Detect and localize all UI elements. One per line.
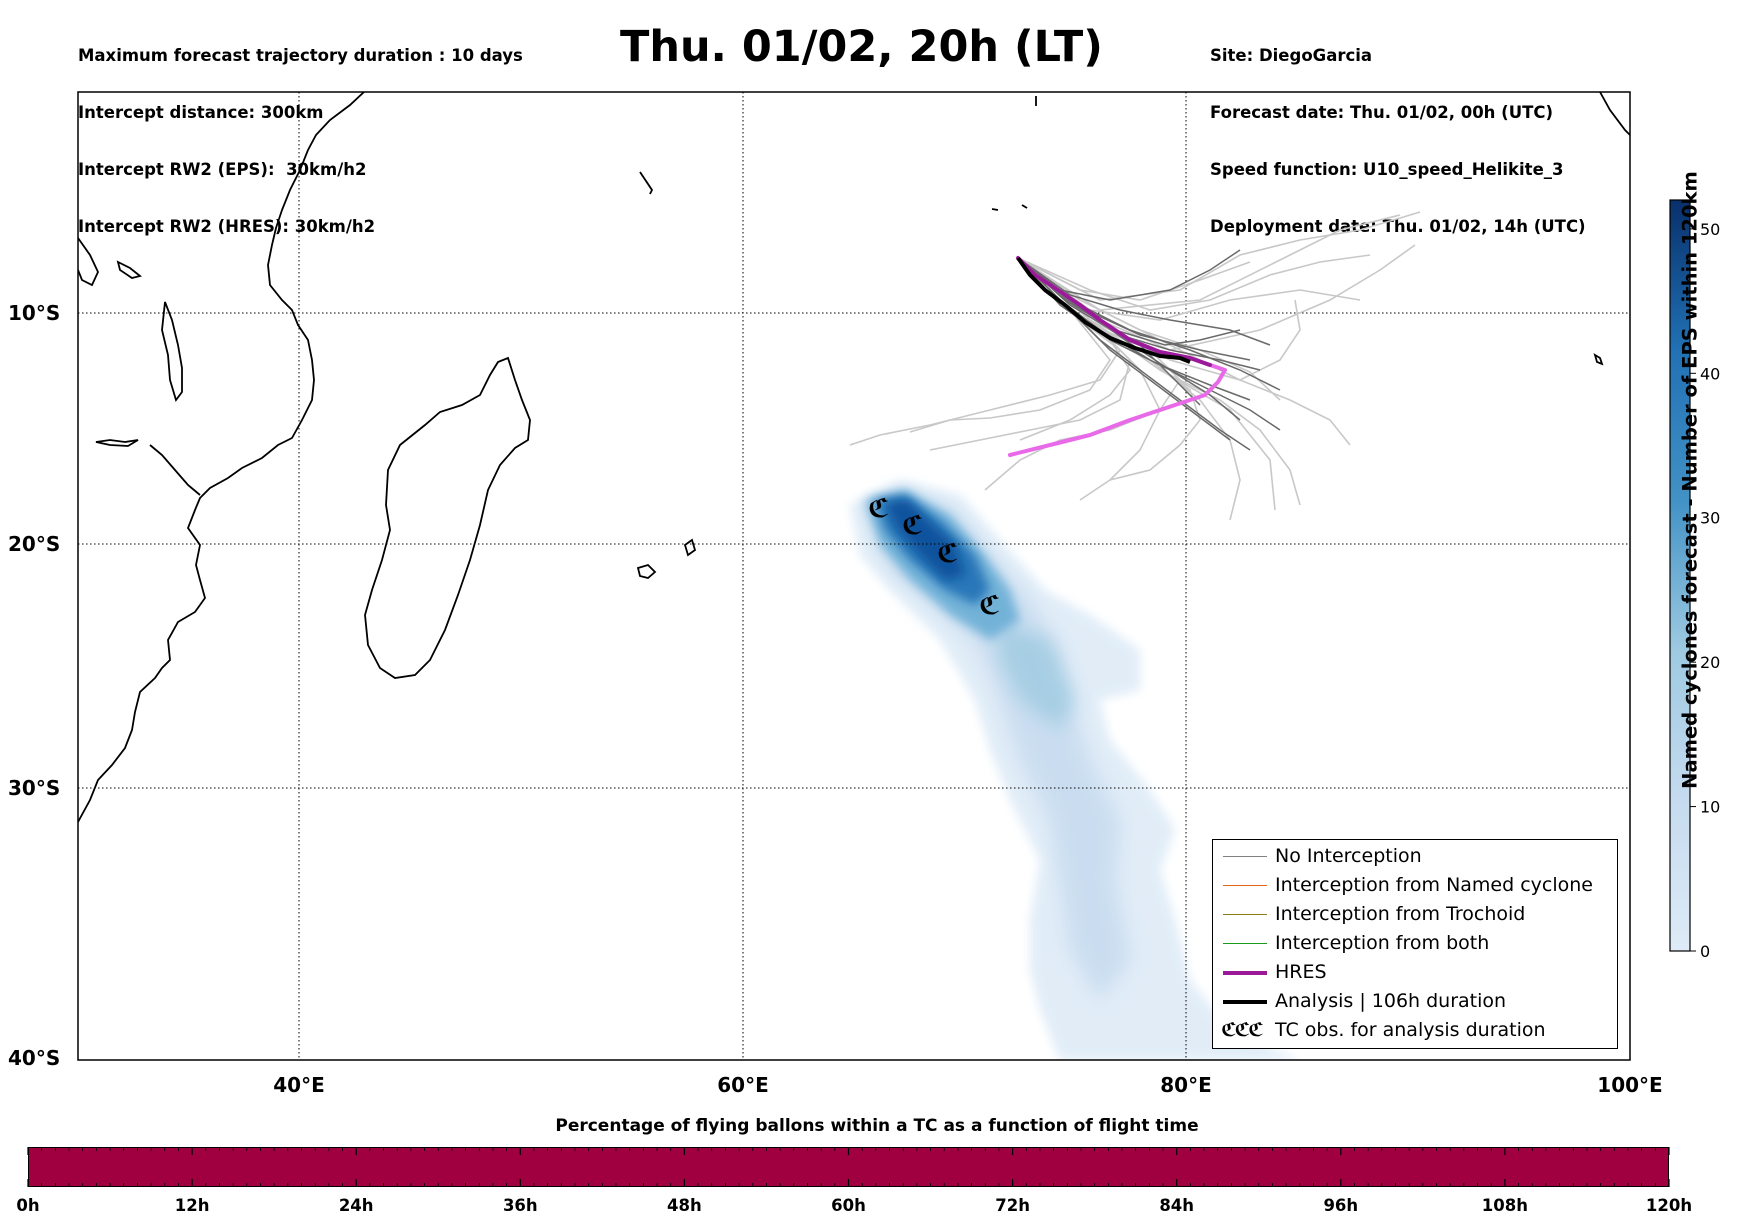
legend-label: Interception from Trochoid (1275, 903, 1526, 925)
lon-label: 80°E (1160, 1073, 1212, 1097)
cyclone-density-field (850, 480, 1300, 1060)
legend-label: HRES (1275, 961, 1327, 983)
legend-swatch (1223, 914, 1267, 915)
legend-swatch (1223, 971, 1267, 975)
header-right-line: Speed function: U10_speed_Helikite_3 (1210, 160, 1564, 179)
tc-obs-icon: ℭℭℭ (1221, 1019, 1264, 1041)
colorbar-ticks: 0 10 20 30 40 50 (1690, 220, 1720, 961)
header-left-line: Maximum forecast trajectory duration : 1… (78, 46, 523, 65)
colorbar-title-text: Named cyclones forecast - Number of EPS … (1678, 171, 1702, 789)
header-right-line: Deployment date: Thu. 01/02, 14h (UTC) (1210, 217, 1586, 236)
flight-time-label: 12h (174, 1196, 210, 1215)
header-right-line: Forecast date: Thu. 01/02, 00h (UTC) (1210, 103, 1554, 122)
flight-time-label: 108h (1481, 1196, 1528, 1215)
legend-item-trochoid: Interception from Trochoid (1213, 901, 1617, 929)
madagascar-coast (364, 356, 531, 679)
lon-label: 100°E (1597, 1073, 1662, 1097)
header-left-line: Intercept RW2 (HRES): 30km/h2 (78, 217, 376, 236)
header-left-line: Intercept distance: 300km (78, 103, 324, 122)
legend-item-no-interception: No Interception (1213, 843, 1617, 871)
flight-time-label: 96h (1323, 1196, 1359, 1215)
tc-obs-symbol: ℭ (937, 539, 958, 569)
header-left-line: Intercept RW2 (EPS): 30km/h2 (78, 160, 367, 179)
legend-swatch (1223, 856, 1267, 857)
flight-time-label: 120h (1645, 1196, 1693, 1215)
africa-coast (78, 92, 365, 823)
tc-obs-markers: ℭ ℭ ℭ ℭ (868, 494, 1000, 621)
map-area: ℭ ℭ ℭ ℭ (78, 92, 1630, 1060)
legend-item-analysis: Analysis | 106h duration (1213, 988, 1617, 1016)
socotra-area (116, 260, 142, 279)
graticule (78, 92, 1630, 1060)
colorbar-tick-label: 0 (1700, 942, 1710, 961)
legend-label: TC obs. for analysis duration (1275, 1019, 1546, 1041)
lon-labels: 40°E 60°E 80°E 100°E (273, 1073, 1662, 1097)
tc-obs-symbol: ℭ (902, 511, 923, 541)
lat-label: 20°S (8, 532, 60, 556)
arabia-fragment (78, 237, 99, 287)
legend-item-both: Interception from both (1213, 930, 1617, 958)
flight-time-label: 84h (1159, 1196, 1195, 1215)
lat-label: 40°S (8, 1046, 60, 1070)
colorbar (1669, 199, 1691, 952)
colorbar-tick-label: 10 (1700, 798, 1720, 817)
header-left: Maximum forecast trajectory duration : 1… (78, 8, 523, 255)
legend-swatch (1223, 943, 1267, 944)
coastlines (78, 92, 1630, 823)
legend-item-named-cyclone: Interception from Named cyclone (1213, 872, 1617, 900)
colorbar-tick-label: 30 (1700, 509, 1720, 528)
colorbar-tick-label: 20 (1700, 653, 1720, 672)
header-right-line: Site: DiegoGarcia (1210, 46, 1373, 65)
map-frame (77, 91, 1631, 1061)
main-title: Thu. 01/02, 20h (LT) (620, 22, 1103, 72)
bottom-bar-title: Percentage of flying ballons within a TC… (555, 1116, 1199, 1136)
legend: No Interception Interception from Named … (1212, 839, 1618, 1049)
flight-time-bar (28, 1147, 1669, 1187)
colorbar-tick-label: 50 (1700, 220, 1720, 239)
legend-label: No Interception (1275, 845, 1422, 867)
header-right: Site: DiegoGarcia Forecast date: Thu. 01… (1210, 8, 1586, 255)
flight-time-label: 48h (667, 1196, 702, 1215)
flight-time-label: 60h (831, 1196, 866, 1215)
lon-label: 40°E (273, 1073, 325, 1097)
analysis-track (1016, 256, 1191, 364)
legend-label: Interception from Named cyclone (1275, 874, 1593, 896)
tc-obs-symbol: ℭ (979, 591, 1000, 621)
tc-obs-symbol: ℭ (868, 494, 889, 524)
eps-trajectories-light (849, 211, 1421, 521)
flight-time-label: 24h (338, 1196, 374, 1215)
lat-label: 10°S (8, 301, 60, 325)
lat-labels: 10°S 20°S 30°S 40°S (8, 301, 60, 1070)
legend-swatch (1223, 1000, 1267, 1004)
legend-label: Interception from both (1275, 932, 1490, 954)
flight-time-label: 0h (16, 1196, 40, 1215)
legend-item-hres: HRES (1213, 959, 1617, 987)
legend-label: Analysis | 106h duration (1275, 990, 1507, 1012)
colorbar-tick-label: 40 (1700, 364, 1720, 383)
lon-label: 60°E (717, 1073, 769, 1097)
flight-time-label: 36h (502, 1196, 538, 1215)
lat-label: 30°S (8, 776, 60, 800)
legend-item-tc-obs: ℭℭℭ TC obs. for analysis duration (1213, 1017, 1617, 1045)
flight-time-label: 72h (995, 1196, 1030, 1215)
legend-swatch (1223, 885, 1267, 886)
